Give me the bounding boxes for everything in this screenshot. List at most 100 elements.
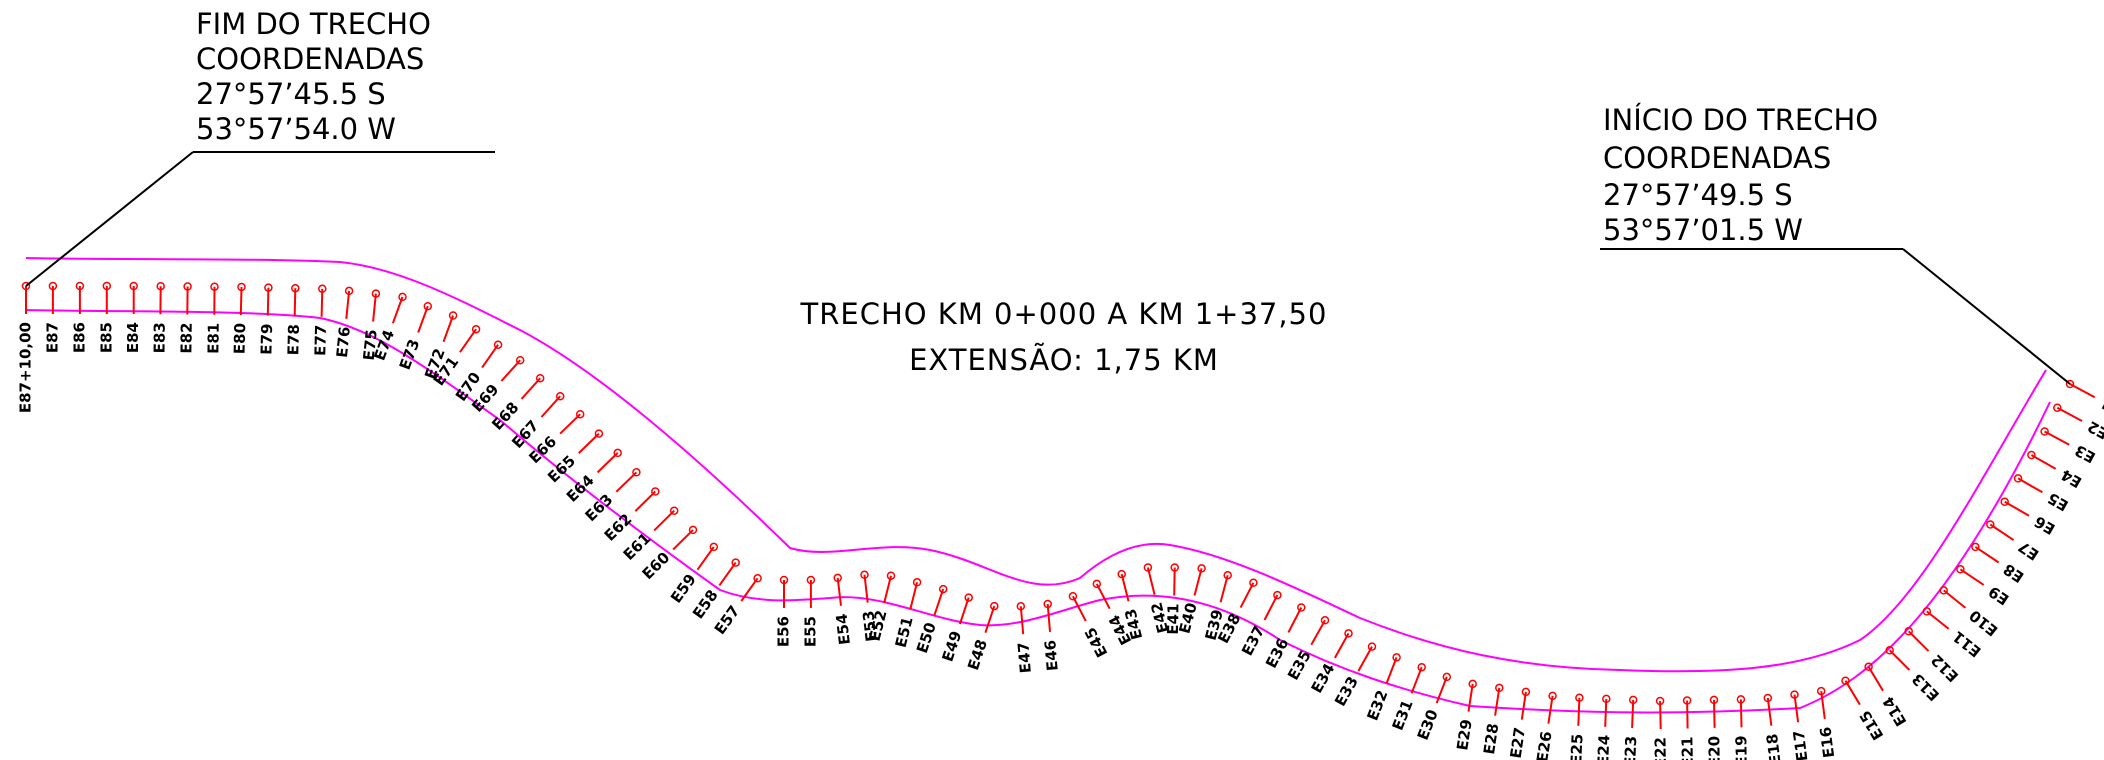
station-point bbox=[210, 282, 219, 291]
station-point bbox=[833, 573, 842, 583]
station-stake bbox=[1659, 700, 1662, 730]
station-point bbox=[471, 324, 481, 334]
station-point bbox=[1628, 695, 1638, 705]
station-stake bbox=[1467, 683, 1474, 712]
station-stake bbox=[615, 471, 638, 493]
station-point bbox=[2000, 497, 2009, 507]
station-label: E25 bbox=[1567, 733, 1586, 760]
station-point bbox=[613, 448, 622, 458]
station-stake bbox=[1631, 699, 1635, 728]
station-stake bbox=[2056, 406, 2083, 422]
station-stake bbox=[1095, 583, 1111, 610]
station-point bbox=[1885, 646, 1894, 655]
station-label: E86 bbox=[70, 322, 88, 353]
station-point bbox=[398, 292, 407, 302]
station-point bbox=[183, 282, 192, 291]
station-label: E21 bbox=[1678, 736, 1697, 760]
station-label: E47 bbox=[1014, 641, 1035, 674]
station-label: E37 bbox=[1238, 623, 1268, 659]
station-stake bbox=[559, 413, 581, 435]
station-stake bbox=[863, 574, 869, 603]
end-note-latitude: 27°57’45.5 S bbox=[196, 77, 386, 111]
station-point bbox=[1170, 563, 1179, 572]
station-point bbox=[688, 525, 698, 535]
station-point bbox=[1602, 694, 1611, 704]
station-point bbox=[423, 301, 433, 311]
station-point bbox=[1249, 578, 1258, 588]
station-point bbox=[594, 429, 604, 438]
station-label: E31 bbox=[1389, 697, 1417, 733]
station-stake bbox=[578, 432, 600, 454]
station-stake bbox=[293, 288, 297, 317]
station-point bbox=[156, 281, 165, 291]
road-edge-inner bbox=[25, 309, 2051, 714]
station-point bbox=[632, 468, 641, 477]
station-label: E77 bbox=[311, 325, 330, 357]
station-stake bbox=[2069, 383, 2096, 399]
station-point bbox=[264, 283, 273, 292]
start-note-latitude: 27°57’49.5 S bbox=[1603, 178, 1793, 212]
station-stake bbox=[1310, 619, 1326, 646]
station-point bbox=[1344, 629, 1353, 638]
station-label: E32 bbox=[1363, 688, 1391, 724]
station-stake bbox=[1989, 523, 2015, 541]
station-label: E75 bbox=[360, 328, 381, 361]
station-label: E27 bbox=[1507, 726, 1529, 759]
station-label: E3 bbox=[2072, 441, 2099, 467]
station-point bbox=[371, 289, 381, 298]
station-label: E33 bbox=[1331, 673, 1362, 709]
station-stake bbox=[1766, 697, 1773, 726]
station-stake bbox=[239, 286, 243, 316]
station-stake bbox=[1793, 694, 1800, 723]
station-point bbox=[779, 575, 789, 585]
station-label: E2 bbox=[2085, 417, 2104, 443]
station-point bbox=[2053, 403, 2062, 412]
station-label: E81 bbox=[204, 323, 222, 354]
station-point bbox=[344, 286, 354, 296]
station-point bbox=[669, 506, 679, 515]
station-stake bbox=[1263, 594, 1279, 621]
station-label: E87 bbox=[43, 322, 61, 353]
station-point bbox=[2013, 474, 2023, 483]
station-point bbox=[860, 570, 869, 580]
stretch-title: TRECHO KM 0+000 A KM 1+37,50 bbox=[800, 297, 1328, 331]
station-stake bbox=[391, 296, 404, 324]
station-stake bbox=[1385, 657, 1398, 684]
station-label: E18 bbox=[1763, 733, 1785, 760]
station-point bbox=[753, 574, 762, 583]
station-point bbox=[448, 311, 458, 320]
station-label: E24 bbox=[1594, 734, 1613, 760]
station-stake bbox=[1520, 691, 1527, 720]
station-stake bbox=[718, 562, 737, 586]
station-stake bbox=[459, 328, 477, 353]
station-stake bbox=[266, 287, 270, 316]
station-label: E9 bbox=[1985, 582, 2012, 608]
station-point bbox=[731, 558, 740, 567]
station-stake bbox=[1019, 606, 1025, 635]
station-point bbox=[493, 340, 503, 349]
start-of-stretch-note: INÍCIO DO TRECHO COORDENADAS 27°57’49.5 … bbox=[1600, 103, 2071, 385]
station-label: E53 bbox=[859, 610, 881, 643]
station-point bbox=[1986, 520, 1995, 529]
station-point bbox=[1736, 695, 1746, 704]
station-point bbox=[1709, 695, 1719, 705]
station-label: E73 bbox=[396, 337, 424, 372]
station-point bbox=[1367, 642, 1377, 651]
station-stake bbox=[1713, 699, 1716, 728]
station-label: E76 bbox=[333, 326, 354, 359]
end-of-stretch-note: FIM DO TRECHO COORDENADAS 27°57’45.5 S 5… bbox=[25, 7, 495, 287]
station-point bbox=[2027, 450, 2036, 460]
station-stake bbox=[1435, 676, 1448, 704]
station-point bbox=[515, 355, 525, 365]
station-stake bbox=[1334, 632, 1350, 659]
station-point bbox=[1922, 607, 1932, 616]
station-point bbox=[1682, 696, 1692, 705]
station-stake bbox=[1867, 666, 1884, 692]
station-point bbox=[964, 593, 973, 602]
end-note-title: FIM DO TRECHO bbox=[196, 7, 431, 41]
station-label: E85 bbox=[97, 322, 115, 353]
station-point bbox=[291, 283, 300, 293]
station-stake bbox=[2017, 477, 2043, 494]
station-label: E8 bbox=[2000, 560, 2027, 586]
station-label: E22 bbox=[1651, 737, 1670, 760]
